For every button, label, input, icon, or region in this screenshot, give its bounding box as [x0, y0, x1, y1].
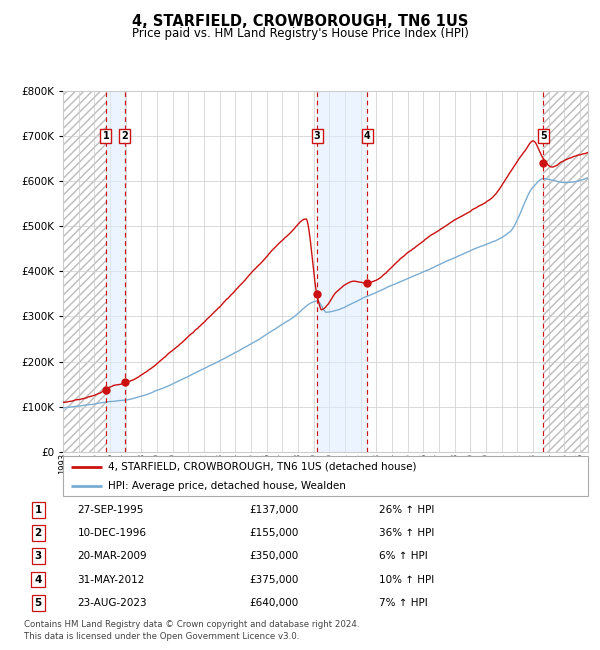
Text: 5: 5	[540, 131, 547, 141]
Text: Contains HM Land Registry data © Crown copyright and database right 2024.: Contains HM Land Registry data © Crown c…	[24, 620, 359, 629]
Text: 26% ↑ HPI: 26% ↑ HPI	[379, 505, 434, 515]
Text: 31-MAY-2012: 31-MAY-2012	[77, 575, 145, 584]
Text: 10-DEC-1996: 10-DEC-1996	[77, 528, 146, 538]
Text: 1: 1	[103, 131, 109, 141]
Text: This data is licensed under the Open Government Licence v3.0.: This data is licensed under the Open Gov…	[24, 632, 299, 642]
Text: 4, STARFIELD, CROWBOROUGH, TN6 1US (detached house): 4, STARFIELD, CROWBOROUGH, TN6 1US (deta…	[107, 462, 416, 472]
Text: £640,000: £640,000	[250, 598, 299, 608]
Bar	[317, 91, 367, 452]
Bar	[106, 91, 125, 452]
Text: 4, STARFIELD, CROWBOROUGH, TN6 1US: 4, STARFIELD, CROWBOROUGH, TN6 1US	[132, 14, 468, 29]
Text: 3: 3	[314, 131, 320, 141]
Text: 6% ↑ HPI: 6% ↑ HPI	[379, 551, 428, 562]
Text: 4: 4	[364, 131, 371, 141]
Text: 3: 3	[34, 551, 42, 562]
Text: £350,000: £350,000	[250, 551, 299, 562]
Text: 1: 1	[34, 505, 42, 515]
Text: 2: 2	[34, 528, 42, 538]
Text: 20-MAR-2009: 20-MAR-2009	[77, 551, 147, 562]
Text: 4: 4	[34, 575, 42, 584]
Bar	[543, 91, 588, 452]
Text: £375,000: £375,000	[250, 575, 299, 584]
Bar	[63, 91, 106, 452]
Text: 5: 5	[34, 598, 42, 608]
Text: 36% ↑ HPI: 36% ↑ HPI	[379, 528, 434, 538]
Text: 23-AUG-2023: 23-AUG-2023	[77, 598, 147, 608]
Text: 7% ↑ HPI: 7% ↑ HPI	[379, 598, 428, 608]
Text: Price paid vs. HM Land Registry's House Price Index (HPI): Price paid vs. HM Land Registry's House …	[131, 27, 469, 40]
Text: HPI: Average price, detached house, Wealden: HPI: Average price, detached house, Weal…	[107, 481, 346, 491]
Text: £155,000: £155,000	[250, 528, 299, 538]
Text: 2: 2	[121, 131, 128, 141]
Text: £137,000: £137,000	[250, 505, 299, 515]
Text: 10% ↑ HPI: 10% ↑ HPI	[379, 575, 434, 584]
Text: 27-SEP-1995: 27-SEP-1995	[77, 505, 144, 515]
